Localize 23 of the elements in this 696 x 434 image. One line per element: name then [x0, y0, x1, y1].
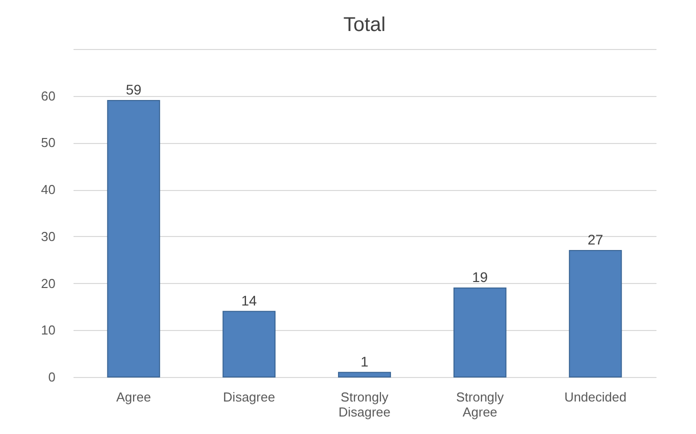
x-tick-label: Undecided — [564, 390, 626, 404]
bar — [107, 100, 160, 378]
chart-title: Total — [343, 14, 386, 36]
y-tick-label: 30 — [41, 228, 56, 244]
data-label: 1 — [360, 353, 369, 370]
y-tick-label: 50 — [41, 135, 56, 150]
y-tick-label: 10 — [41, 322, 56, 338]
data-label: 19 — [472, 268, 488, 285]
bar — [338, 372, 391, 378]
x-tick-label: Strongly Disagree — [338, 390, 391, 420]
x-tick-label: Agree — [116, 390, 151, 404]
x-tick-label: Strongly Agree — [456, 390, 504, 420]
y-tick-label: 40 — [41, 182, 56, 198]
x-tick-label: Disagree — [223, 390, 276, 404]
data-label: 14 — [241, 292, 258, 308]
y-tick-label: 20 — [41, 276, 56, 291]
data-label: 59 — [126, 82, 142, 98]
bar — [568, 250, 622, 378]
y-tick-label: 60 — [41, 88, 56, 104]
bar — [453, 287, 506, 378]
data-label: 27 — [588, 231, 604, 248]
bar — [222, 310, 276, 378]
y-tick-label: 0 — [48, 370, 56, 384]
